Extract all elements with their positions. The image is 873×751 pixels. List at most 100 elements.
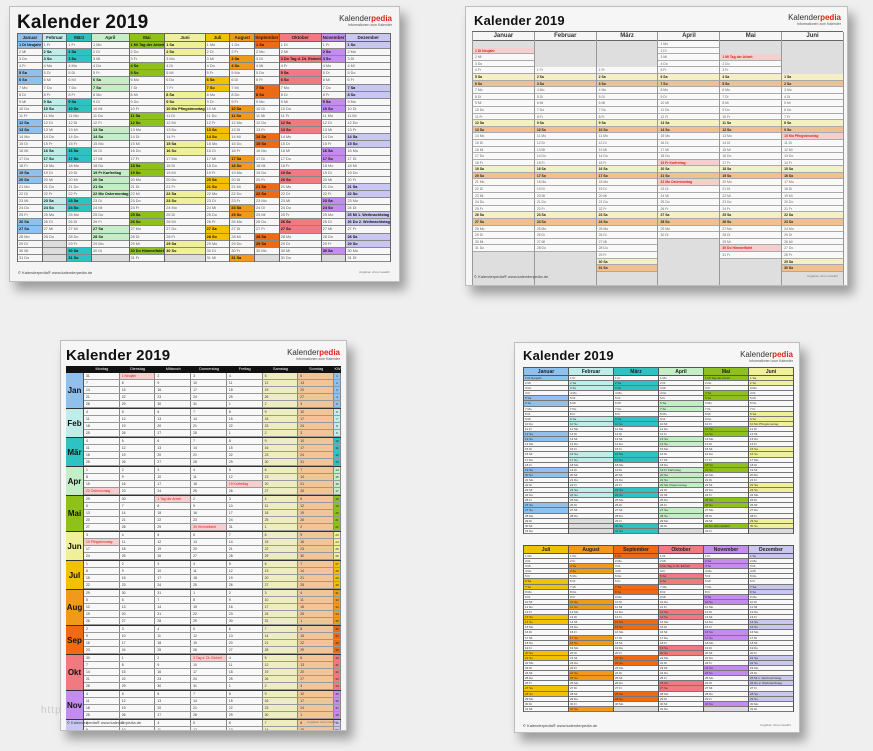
day-cell: 2 Mi bbox=[279, 49, 321, 57]
day-cell: 18 Mo bbox=[42, 162, 67, 170]
day-cell: 30 Di bbox=[92, 247, 129, 255]
day-cell: 2 Sa bbox=[42, 49, 67, 57]
day-cell: 22 bbox=[119, 394, 156, 400]
day-cell: 14 Fr bbox=[165, 134, 205, 142]
day-cell: 22 Sa bbox=[782, 212, 843, 220]
day-cell: 8 bbox=[226, 438, 263, 444]
day-cell: 9 bbox=[155, 662, 192, 668]
week-number: 7 bbox=[334, 416, 341, 422]
day-cell: 26 bbox=[226, 488, 263, 494]
day-cell: 25 Di bbox=[165, 212, 205, 220]
day-cell: 19 So bbox=[129, 169, 165, 177]
day-cell: 13 Sa bbox=[659, 437, 703, 443]
day-cell: 13 bbox=[262, 568, 299, 574]
day-cell: 11 Mo bbox=[534, 133, 596, 140]
calendar-sheet-year-12-columns[interactable]: Kalender 2019 Kalenderpedia Informatione… bbox=[9, 6, 400, 282]
day-cell: 9 So bbox=[165, 98, 205, 106]
day-cell: 28 bbox=[191, 712, 227, 718]
empty-day-cell bbox=[782, 278, 843, 285]
day-cell: 15 Sa bbox=[782, 166, 843, 173]
week-rows: 3 4 5 6 7 8 9 23 10 Pfingstmontag 11 12 13 14 15 16 24 1… bbox=[84, 532, 341, 560]
day-cell: 6 Mi bbox=[704, 579, 748, 585]
empty-day-cell bbox=[658, 278, 720, 285]
day-cell: 7 Mo bbox=[524, 406, 568, 412]
month-column: April 1 Mo 2 Di 3 Mi 4 Do 5 Fr 6 Sa 7 So 8 Mo 9 D… bbox=[659, 368, 704, 534]
day-cell: 3 bbox=[119, 626, 156, 632]
day-cell: 18 Do bbox=[205, 162, 230, 170]
day-cell: 2 Do bbox=[129, 49, 165, 57]
day-cell: 22 bbox=[226, 423, 263, 429]
day-cell: 13 bbox=[155, 416, 192, 422]
day-cell: 11 bbox=[226, 380, 263, 386]
day-cell: 28 Do bbox=[614, 513, 658, 519]
day-cell: 12 Do bbox=[255, 120, 279, 128]
day-cell: 31 Fr bbox=[129, 254, 165, 262]
day-cell: 20 Mi bbox=[67, 176, 92, 184]
day-cell: 27 bbox=[155, 712, 192, 718]
day-cell: 22 Sa bbox=[749, 482, 793, 489]
day-cell: 3 Mo bbox=[165, 56, 205, 64]
day-cell: 18 Fr bbox=[524, 462, 568, 468]
day-cell: 19 Mo bbox=[230, 169, 255, 177]
day-cell: 12 bbox=[226, 568, 263, 574]
month-block: Aug 29 30 31 1 2 3 4 31 5 6 7 8 9 10 11 32 12 13 14 15 16 17 18… bbox=[66, 590, 341, 626]
day-cell: 31 So bbox=[67, 254, 92, 262]
day-cell: 19 Sa bbox=[279, 169, 321, 177]
week-number: 4 bbox=[334, 394, 341, 400]
day-cell: 25 Mo bbox=[614, 498, 658, 504]
day-cell: 5 Di bbox=[704, 574, 748, 580]
day-cell: 6 Mi bbox=[534, 100, 596, 107]
day-cell: 13 bbox=[262, 474, 299, 480]
day-cell: 10 Mo Pfingstmontag bbox=[782, 133, 843, 140]
week-number: 37 bbox=[334, 633, 341, 639]
logo-brand-b: pedia bbox=[820, 13, 841, 22]
day-cell: 28 So bbox=[658, 219, 720, 226]
day-cell: 22 bbox=[84, 582, 120, 588]
day-cell: 7 Fr bbox=[749, 406, 793, 412]
day-cell: 25 Sa bbox=[704, 498, 748, 504]
day-cell: 13 Mi bbox=[534, 146, 596, 154]
calendar-sheet-half-year[interactable]: Kalender 2019 Kalenderpedia Informatione… bbox=[465, 6, 848, 286]
day-cell: 1 Mo bbox=[92, 42, 129, 50]
day-cell: 31 Do bbox=[473, 245, 534, 252]
day-cell: 23 Mi bbox=[659, 666, 703, 672]
day-cell: 2 Di bbox=[92, 49, 129, 57]
day-cell: 5 bbox=[298, 496, 334, 502]
day-cell: 22 Mo bbox=[205, 190, 230, 199]
day-cell: 17 Mo bbox=[782, 179, 843, 187]
empty-day-cell bbox=[569, 523, 613, 529]
day-cell: 27 Sa bbox=[524, 686, 568, 692]
day-cell: 26 bbox=[226, 582, 263, 588]
day-cell: 12 Do bbox=[749, 610, 793, 616]
day-cell: 6 bbox=[226, 626, 263, 632]
day-cell: 6 Do bbox=[165, 77, 205, 85]
day-cell: 19 Di bbox=[321, 169, 346, 177]
day-cell: 10 Mo Pfingstmontag bbox=[749, 421, 793, 427]
day-cell: 17 Fr bbox=[704, 457, 748, 463]
day-cell: 22 Fr bbox=[321, 190, 346, 199]
day-cell: 6 bbox=[119, 597, 156, 603]
day-cell: 5 Di bbox=[614, 396, 658, 402]
day-cell: 9 Sa bbox=[534, 120, 596, 127]
sheet-title: Kalender 2019 bbox=[17, 12, 149, 33]
day-cell: 6 Fr bbox=[255, 77, 279, 85]
day-cell: 5 bbox=[119, 691, 156, 697]
day-cell: 18 Do bbox=[524, 640, 568, 646]
day-cell: 12 bbox=[226, 474, 263, 480]
day-cell: 22 bbox=[298, 640, 334, 646]
day-cell: 14 Di bbox=[720, 139, 782, 147]
day-cell: 22 So bbox=[614, 660, 658, 667]
month-label: Nov bbox=[66, 691, 84, 719]
day-cell: 5 Di bbox=[534, 93, 596, 101]
day-cell: 7 Do bbox=[321, 84, 346, 92]
day-cell: 16 Mo bbox=[614, 630, 658, 636]
week-row: 15 16 17 18 19 Karfreitag 20 21 16 bbox=[84, 481, 341, 488]
week-row: 11 12 13 14 15 16 17 7 bbox=[84, 416, 341, 423]
calendar-sheet-two-halves[interactable]: Kalender 2019 Kalenderpedia Informatione… bbox=[514, 342, 800, 733]
day-cell: 25 Mi 1. Weihnachtstag bbox=[749, 676, 793, 682]
day-cell: 28 Sa bbox=[255, 233, 279, 241]
day-cell: 13 bbox=[155, 445, 192, 451]
day-cell: 14 bbox=[262, 633, 299, 639]
week-number: 29 bbox=[334, 575, 341, 581]
calendar-sheet-weeks[interactable]: Kalender 2019 Kalenderpedia Informatione… bbox=[60, 340, 347, 731]
